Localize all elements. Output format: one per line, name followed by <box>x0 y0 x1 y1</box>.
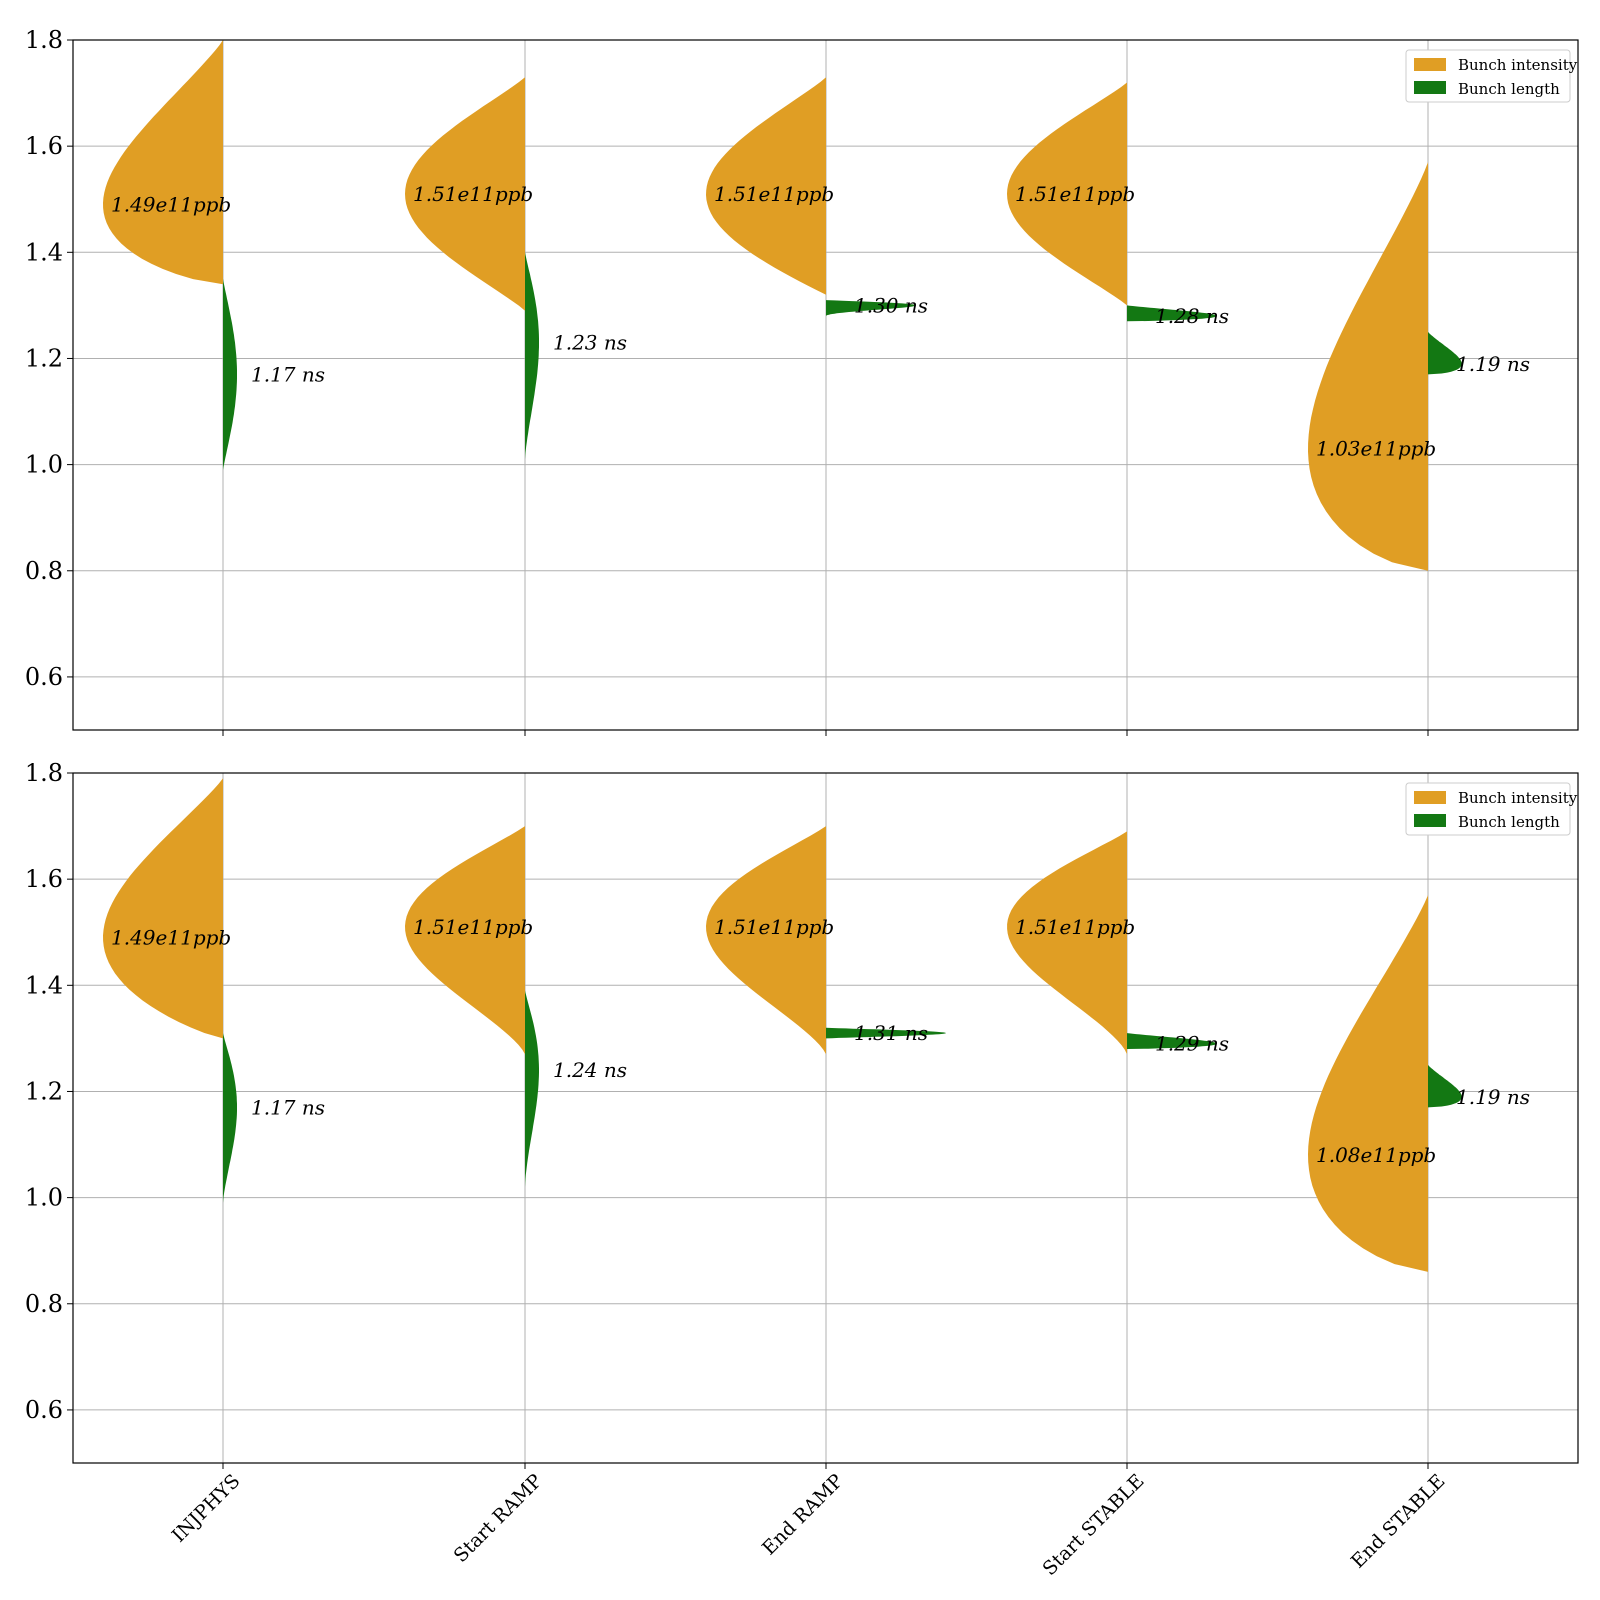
length-annotation-2: 1.30 ns <box>854 293 928 317</box>
intensity-violin-1 <box>405 826 525 1055</box>
intensity-annotation-2: 1.51e11ppb <box>714 182 834 206</box>
length-annotation-0: 1.17 ns <box>251 1095 325 1119</box>
x-category-label: End STABLE <box>1347 1470 1450 1573</box>
length-annotation-2: 1.31 ns <box>854 1021 928 1045</box>
length-violin-2 <box>826 300 916 316</box>
y-tick-label: 1.6 <box>25 865 63 893</box>
legend-label-intensity: Bunch intensity <box>1458 56 1578 74</box>
y-tick-label: 1.8 <box>25 26 63 54</box>
plot-frame <box>72 772 1579 1464</box>
x-category-label: Start RAMP <box>450 1470 547 1567</box>
intensity-annotation-1: 1.51e11ppb <box>413 915 533 939</box>
length-annotation-4: 1.19 ns <box>1456 1085 1530 1109</box>
length-violin-4 <box>1428 1064 1462 1108</box>
intensity-violin-3 <box>1007 82 1127 306</box>
x-category-label: Start STABLE <box>1039 1470 1149 1580</box>
length-annotation-4: 1.19 ns <box>1456 352 1530 376</box>
y-tick-label: 0.8 <box>25 1290 63 1318</box>
length-violin-2 <box>826 1027 946 1039</box>
intensity-violin-4 <box>1308 895 1428 1272</box>
intensity-annotation-4: 1.03e11ppb <box>1316 437 1436 461</box>
y-tick-label: 1.6 <box>25 132 63 160</box>
intensity-violin-2 <box>706 826 826 1055</box>
y-tick-label: 1.2 <box>25 1077 63 1105</box>
x-category-label: INJPHYS <box>168 1470 245 1547</box>
bottom-panel: 0.6 0.8 1.0 1.2 1.4 1.6 1.8 1.49e11ppb 1.51e11pp… <box>25 759 1579 1469</box>
legend-label-length: Bunch length <box>1458 80 1560 98</box>
legend-box <box>1405 782 1571 836</box>
legend-swatch-intensity <box>1414 791 1446 804</box>
x-category-label: End RAMP <box>758 1470 848 1560</box>
legend-label-intensity: Bunch intensity <box>1458 789 1578 807</box>
x-category-labels: INJPHYS Start RAMP End RAMP Start STABLE End… <box>168 1470 1450 1580</box>
intensity-annotation-0: 1.49e11ppb <box>111 926 231 950</box>
y-tick-label: 0.6 <box>25 1396 63 1424</box>
intensity-violin-1 <box>405 77 525 311</box>
intensity-annotation-0: 1.49e11ppb <box>111 193 231 217</box>
y-tick-label: 1.4 <box>25 238 63 266</box>
intensity-violin-0 <box>103 778 223 1039</box>
length-annotation-3: 1.28 ns <box>1155 304 1229 328</box>
intensity-violin-2 <box>706 77 826 295</box>
y-tick-label: 1.0 <box>25 1184 63 1212</box>
intensity-violin-0 <box>103 40 223 285</box>
intensity-annotation-2: 1.51e11ppb <box>714 915 834 939</box>
length-violin-1 <box>525 252 539 460</box>
plot-frame <box>72 39 1579 731</box>
y-tick-label: 0.8 <box>25 557 63 585</box>
legend-swatch-length <box>1414 81 1446 94</box>
length-violin-3 <box>1127 1033 1217 1049</box>
length-violin-1 <box>525 990 539 1187</box>
y-tick-label: 1.0 <box>25 451 63 479</box>
length-violin-0 <box>223 1033 237 1203</box>
length-violin-0 <box>223 278 237 470</box>
y-tick-label: 0.6 <box>25 663 63 691</box>
y-tick-label: 1.4 <box>25 971 63 999</box>
legend-swatch-length <box>1414 814 1446 827</box>
y-tick-label: 1.8 <box>25 759 63 787</box>
intensity-annotation-3: 1.51e11ppb <box>1015 182 1135 206</box>
legend-label-length: Bunch length <box>1458 813 1560 831</box>
length-violin-3 <box>1127 305 1217 322</box>
intensity-annotation-4: 1.08e11ppb <box>1316 1143 1436 1167</box>
length-annotation-1: 1.24 ns <box>553 1058 627 1082</box>
top-panel: 0.6 0.8 1.0 1.2 1.4 1.6 1.8 1.49e11ppb 1.51e11pp… <box>25 26 1579 736</box>
intensity-violin-3 <box>1007 831 1127 1055</box>
length-annotation-1: 1.23 ns <box>553 331 627 355</box>
legend-swatch-intensity <box>1414 58 1446 71</box>
y-tick-label: 1.2 <box>25 344 63 372</box>
legend-box <box>1405 49 1571 103</box>
length-annotation-3: 1.29 ns <box>1155 1032 1229 1056</box>
intensity-violin-4 <box>1308 162 1428 571</box>
length-annotation-0: 1.17 ns <box>251 362 325 386</box>
intensity-annotation-3: 1.51e11ppb <box>1015 915 1135 939</box>
length-violin-4 <box>1428 331 1462 375</box>
intensity-annotation-1: 1.51e11ppb <box>413 182 533 206</box>
